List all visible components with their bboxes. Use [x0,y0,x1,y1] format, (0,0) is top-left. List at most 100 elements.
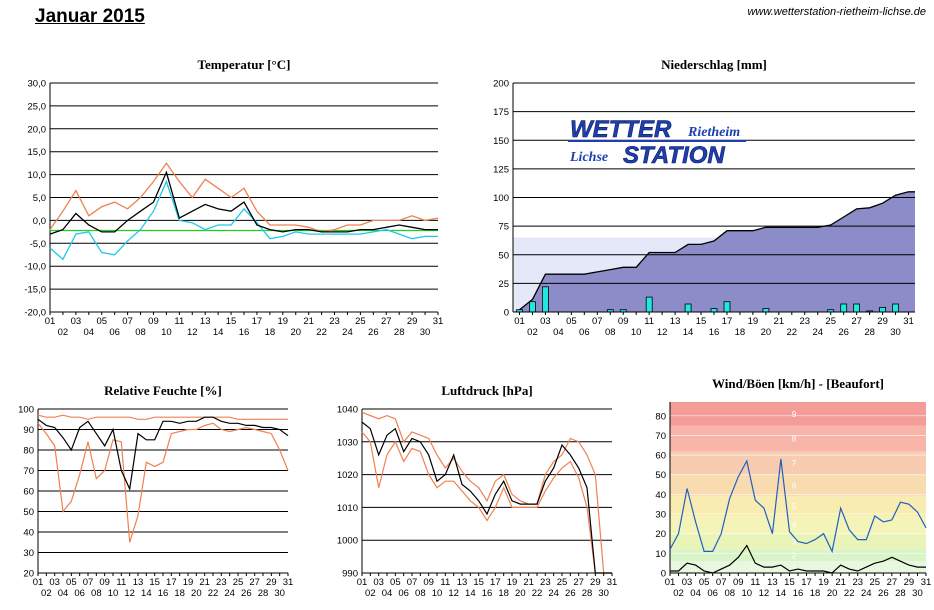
x-tick-label: 15 [784,577,795,588]
beaufort-band [670,425,926,452]
daily-bar [853,303,861,313]
y-tick-label: 1030 [337,437,358,448]
x-tick-label: 18 [810,588,821,599]
y-tick-label: 1040 [337,405,358,416]
beaufort-label: 2 [792,551,797,560]
x-tick-label: 17 [166,577,177,588]
x-tick-label: 08 [605,327,616,338]
x-tick-label: 11 [174,316,184,327]
x-tick-label: 17 [722,316,733,327]
x-tick-label: 25 [870,577,881,588]
x-tick-label: 09 [423,577,434,588]
x-tick-label: 12 [448,588,459,599]
x-tick-label: 22 [844,588,855,599]
chart-title: Temperatur [°C] [198,57,291,72]
x-tick-label: 20 [827,588,838,599]
series-min-line [37,422,289,543]
x-tick-label: 10 [108,588,119,599]
x-tick-label: 03 [540,316,551,327]
x-tick-label: 13 [670,316,681,327]
x-tick-label: 27 [851,316,862,327]
x-tick-label: 22 [532,588,543,599]
y-tick-label: 90 [23,425,34,436]
x-tick-label: 07 [592,316,603,327]
x-tick-label: 12 [124,588,135,599]
x-tick-label: 22 [208,588,219,599]
x-tick-label: 27 [381,316,392,327]
x-tick-label: 10 [742,588,753,599]
y-tick-label: 175 [493,107,509,118]
x-tick-label: 18 [174,588,185,599]
y-tick-label: 20 [23,569,34,580]
pressure-chart: Luftdruck [hPa]9901000101010201030104001… [337,383,617,599]
x-tick-label: 02 [365,588,376,599]
x-tick-label: 01 [357,577,368,588]
y-tick-label: 10,0 [28,170,47,181]
page-title: Januar 2015 [35,6,145,27]
x-tick-label: 14 [776,588,787,599]
x-tick-label: 24 [342,327,353,338]
daily-bar [529,301,536,313]
daily-bar [879,306,887,313]
x-tick-label: 31 [283,577,294,588]
x-tick-label: 26 [241,588,252,599]
beaufort-band [670,549,926,562]
beaufort-label: 5 [792,502,797,511]
beaufort-label: 9 [792,410,797,419]
x-tick-label: 05 [66,577,77,588]
x-tick-label: 14 [141,588,152,599]
x-tick-label: 14 [213,327,224,338]
y-tick-label: 25 [498,279,509,290]
x-tick-label: 20 [515,588,526,599]
x-tick-label: 05 [699,577,710,588]
y-tick-label: 50 [498,250,509,261]
x-tick-label: 01 [33,577,44,588]
x-tick-label: 15 [696,316,707,327]
beaufort-label: 3 [792,538,797,547]
y-tick-label: 20,0 [28,124,47,135]
x-tick-label: 08 [415,588,426,599]
x-tick-label: 04 [58,588,69,599]
x-tick-label: 30 [912,588,923,599]
y-tick-label: 125 [493,164,509,175]
y-tick-label: 70 [655,431,666,442]
daily-bar [645,296,653,313]
logo-text-rietheim: Rietheim [687,125,740,140]
x-tick-label: 28 [582,588,593,599]
beaufort-label: 1 [792,563,797,572]
x-tick-label: 18 [265,327,276,338]
x-tick-label: 02 [673,588,684,599]
series-mean-line [37,416,289,492]
y-tick-label: 15,0 [28,147,47,158]
x-tick-label: 06 [707,588,718,599]
x-tick-label: 19 [278,316,289,327]
x-tick-label: 20 [290,327,301,338]
x-tick-label: 07 [407,577,418,588]
x-tick-label: 24 [812,327,823,338]
x-tick-label: 05 [566,316,577,327]
x-tick-label: 08 [135,327,146,338]
y-tick-label: -10,0 [24,262,46,273]
x-tick-label: 23 [799,316,810,327]
x-tick-label: 15 [149,577,160,588]
series-min-line [49,179,438,261]
series-gusts-line [669,458,927,554]
chart-title: Wind/Böen [km/h] - [Beaufort] [712,376,884,391]
x-tick-label: 21 [523,577,534,588]
x-tick-label: 27 [887,577,898,588]
x-tick-label: 14 [465,588,476,599]
series-mean-line [361,421,612,574]
series-mean-line [49,170,438,235]
x-tick-label: 08 [724,588,735,599]
x-tick-label: 21 [835,577,846,588]
y-tick-label: 60 [23,487,34,498]
x-tick-label: 03 [71,316,82,327]
y-tick-label: 1010 [337,503,358,514]
logo-text-wetter: WETTER [570,116,672,143]
x-tick-label: 07 [83,577,94,588]
site-url[interactable]: www.wetterstation-rietheim-lichse.de [747,6,926,18]
series-max-line [37,414,288,420]
x-tick-label: 25 [557,577,568,588]
cumulative-area [513,191,915,312]
x-tick-label: 04 [84,327,95,338]
